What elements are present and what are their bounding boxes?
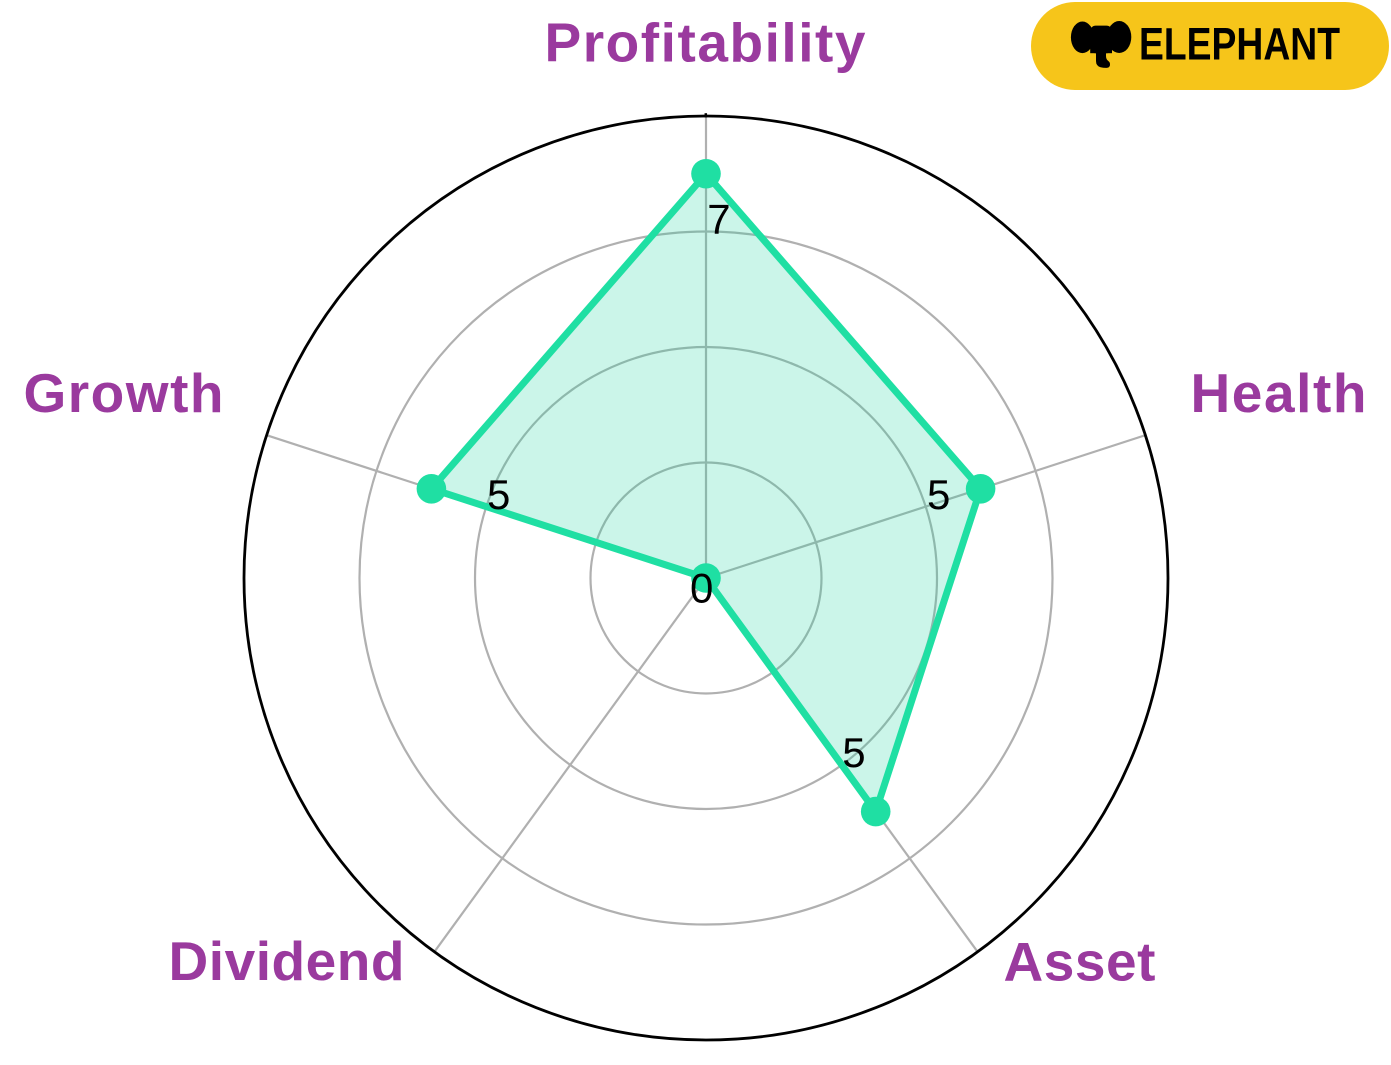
svg-text:5: 5	[927, 471, 950, 518]
svg-text:5: 5	[487, 471, 510, 518]
svg-text:Profitability: Profitability	[545, 12, 866, 74]
svg-text:7: 7	[707, 196, 730, 243]
svg-text:Growth: Growth	[24, 362, 224, 424]
svg-text:Dividend: Dividend	[169, 930, 405, 992]
svg-text:5: 5	[842, 729, 865, 776]
svg-text:ELEPHANT: ELEPHANT	[1139, 19, 1340, 70]
svg-text:0: 0	[690, 565, 713, 612]
svg-text:Health: Health	[1191, 362, 1367, 424]
svg-text:Asset: Asset	[1004, 931, 1156, 993]
